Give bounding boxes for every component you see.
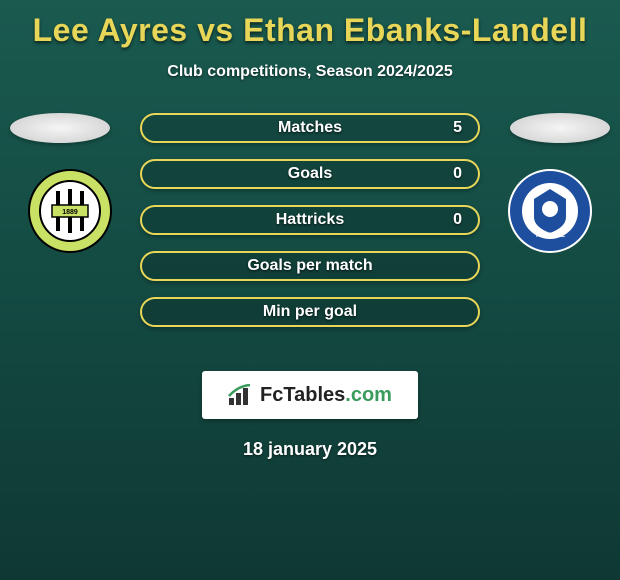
stat-label: Hattricks — [276, 211, 344, 229]
player-avatar-right — [510, 113, 610, 143]
stat-bar-goals-per-match: Goals per match — [140, 251, 480, 281]
stat-bar-min-per-goal: Min per goal — [140, 297, 480, 327]
stat-value-right: 0 — [453, 165, 462, 183]
stat-bars: Matches 5 Goals 0 Hattricks 0 Goals per … — [140, 113, 480, 327]
stat-bar-hattricks: Hattricks 0 — [140, 205, 480, 235]
subtitle: Club competitions, Season 2024/2025 — [0, 63, 620, 81]
stat-bar-goals: Goals 0 — [140, 159, 480, 189]
svg-text:1889: 1889 — [62, 209, 78, 216]
stat-label: Min per goal — [263, 303, 357, 321]
brand-logo: FcTables.com — [202, 371, 418, 419]
comparison-area: 1889 THE DALE Matches 5 Goals 0 Hattrick… — [0, 113, 620, 353]
stat-label: Goals per match — [247, 257, 372, 275]
bar-chart-icon — [228, 384, 254, 406]
brand-text: FcTables.com — [260, 384, 392, 407]
player-avatar-left — [10, 113, 110, 143]
stat-label: Matches — [278, 119, 342, 137]
date-text: 18 january 2025 — [0, 439, 620, 460]
brand-name: FcTables — [260, 384, 345, 406]
page-title: Lee Ayres vs Ethan Ebanks-Landell — [0, 0, 620, 49]
svg-text:THE DALE: THE DALE — [535, 233, 565, 239]
club-badge-right: THE DALE — [508, 169, 592, 253]
stat-bar-matches: Matches 5 — [140, 113, 480, 143]
club-badge-left: 1889 — [28, 169, 112, 253]
stat-value-right: 0 — [453, 211, 462, 229]
stat-label: Goals — [288, 165, 332, 183]
forest-green-rovers-icon: 1889 — [28, 169, 112, 253]
brand-suffix: .com — [345, 384, 392, 406]
stat-value-right: 5 — [453, 119, 462, 137]
rochdale-icon: THE DALE — [508, 169, 592, 253]
